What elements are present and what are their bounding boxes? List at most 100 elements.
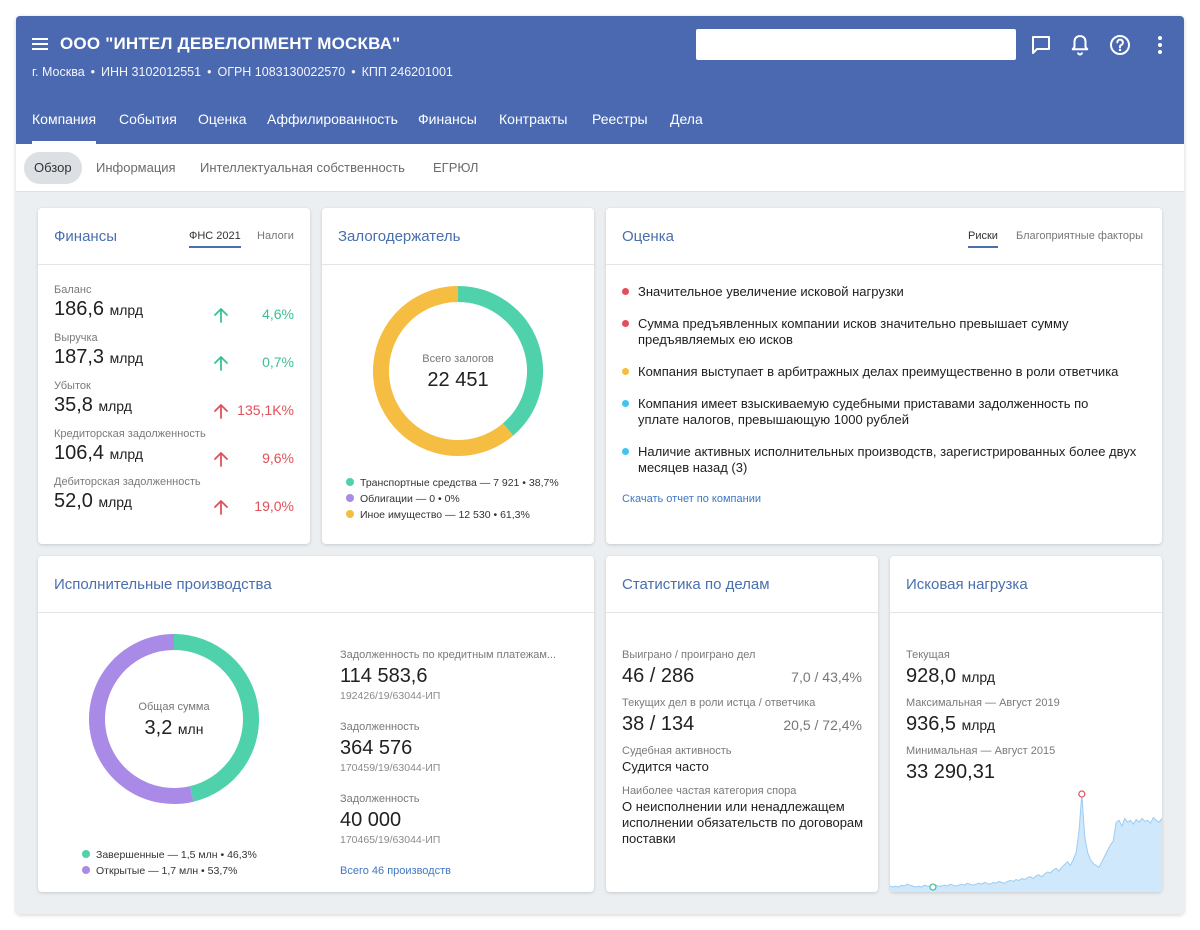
tab-favorable-factors[interactable]: Благоприятные факторы xyxy=(1016,230,1144,242)
donut-segment-completed xyxy=(173,634,259,802)
tab-fns-2021[interactable]: ФНС 2021 xyxy=(189,230,241,248)
claims-area-chart xyxy=(890,790,1162,892)
company-inn: ИНН 3102012551 xyxy=(101,65,202,79)
risk-item: Значительное увеличение исковой нагрузки xyxy=(622,284,1152,300)
chat-icon[interactable] xyxy=(1029,33,1053,57)
claims-min-value: 33 290,31 xyxy=(906,761,995,783)
finance-row-change: 19,0% xyxy=(254,498,294,514)
arrow-up-icon xyxy=(214,500,228,515)
category-value: О неисполнении или ненадлежащем исполнен… xyxy=(622,799,864,846)
company-ogrn: ОГРН 1083130022570 xyxy=(217,65,346,79)
tab-rating[interactable]: Оценка xyxy=(198,111,247,127)
claims-card: Исковая нагрузка Текущая 928,0 млрд Макс… xyxy=(890,556,1162,892)
enforcement-donut-chart xyxy=(89,634,259,804)
company-title: ООО "ИНТЕЛ ДЕВЕЛОПМЕНТ МОСКВА" xyxy=(60,34,401,53)
cases-title: Статистика по делам xyxy=(622,576,770,593)
claims-min-marker xyxy=(929,883,937,891)
enforcement-item-case: 170459/19/63044-ИП xyxy=(340,762,441,774)
enforcement-item-value: 40 000 xyxy=(340,809,402,831)
arrow-up-icon xyxy=(214,452,228,467)
all-enforcements-link[interactable]: Всего 46 производств xyxy=(340,865,451,877)
arrow-up-icon xyxy=(214,308,228,323)
finance-title: Финансы xyxy=(54,228,117,245)
risk-item: Компания имеет взыскиваемую судебными пр… xyxy=(622,396,1112,428)
download-report-link[interactable]: Скачать отчет по компании xyxy=(622,493,761,505)
pledge-card: Залогодержатель Всего залогов 22 451 Тра… xyxy=(322,208,594,544)
donut-segment-open xyxy=(89,634,194,804)
subtab-information[interactable]: Информация xyxy=(96,160,176,175)
enforcement-title: Исполнительные производства xyxy=(54,576,272,593)
company-city: г. Москва xyxy=(32,65,85,79)
enforcement-item-label: Задолженность xyxy=(340,793,420,805)
finance-row-change: 0,7% xyxy=(262,354,294,370)
pledge-center-value: 22 451 xyxy=(427,369,489,391)
menu-icon[interactable] xyxy=(32,38,48,50)
claims-current-label: Текущая xyxy=(906,649,950,661)
bell-icon[interactable] xyxy=(1068,33,1092,57)
finance-row-value: 186,6 млрд xyxy=(54,298,144,320)
won-lost-label: Выиграно / проиграно дел xyxy=(622,649,756,661)
app-window: ООО "ИНТЕЛ ДЕВЕЛОПМЕНТ МОСКВА" г. Москва… xyxy=(16,16,1184,914)
tab-risks[interactable]: Риски xyxy=(968,230,998,248)
tab-finance[interactable]: Финансы xyxy=(418,111,477,127)
finance-row-change: 135,1K% xyxy=(237,402,294,418)
subtab-egrul[interactable]: ЕГРЮЛ xyxy=(433,160,479,175)
legend-item: Облигации — 0 • 0% xyxy=(346,493,460,505)
finance-row-value: 52,0 млрд xyxy=(54,490,132,512)
tab-cases[interactable]: Дела xyxy=(670,111,703,127)
legend-item: Иное имущество — 12 530 • 61,3% xyxy=(346,509,530,521)
risk-item: Компания выступает в арбитражных делах п… xyxy=(622,364,1152,380)
enforcement-item-label: Задолженность по кредитным платежам... xyxy=(340,649,557,661)
pledge-title: Залогодержатель xyxy=(338,228,461,245)
claims-max-label: Максимальная — Август 2019 xyxy=(906,697,1060,709)
tab-events[interactable]: События xyxy=(119,111,177,127)
sub-navigation: Обзор Информация Интеллектуальная собств… xyxy=(16,144,1184,192)
legend-item: Транспортные средства — 7 921 • 38,7% xyxy=(346,477,559,489)
donut-segment-other-property xyxy=(373,286,514,456)
company-kpp: КПП 246201001 xyxy=(361,65,453,79)
tab-contracts[interactable]: Контракты xyxy=(499,111,568,127)
risk-item: Наличие активных исполнительных производ… xyxy=(622,444,1142,476)
finance-row-value: 106,4 млрд xyxy=(54,442,144,464)
rating-card: Оценка Риски Благоприятные факторы Значи… xyxy=(606,208,1162,544)
tab-taxes[interactable]: Налоги xyxy=(257,230,294,242)
finance-row-label: Выручка xyxy=(54,332,98,344)
search-input[interactable] xyxy=(696,29,1016,60)
tab-registries[interactable]: Реестры xyxy=(592,111,648,127)
enforcement-item-label: Задолженность xyxy=(340,721,420,733)
cases-stats-card: Статистика по делам Выиграно / проиграно… xyxy=(606,556,878,892)
claims-title: Исковая нагрузка xyxy=(906,576,1028,593)
claims-max-value: 936,5 млрд xyxy=(906,713,996,735)
enforcement-item-value: 364 576 xyxy=(340,737,413,759)
tab-affiliation[interactable]: Аффилированность xyxy=(267,111,398,127)
arrow-up-icon xyxy=(214,404,228,419)
arrow-up-icon xyxy=(214,356,228,371)
finance-row-label: Кредиторская задолженность xyxy=(54,428,206,440)
category-label: Наиболее частая категория спора xyxy=(622,785,797,797)
legend-item: Завершенные — 1,5 млн • 46,3% xyxy=(82,849,257,861)
legend-item: Открытые — 1,7 млн • 53,7% xyxy=(82,865,237,877)
help-icon[interactable] xyxy=(1108,33,1132,57)
activity-label: Судебная активность xyxy=(622,745,732,757)
claims-min-label: Минимальная — Август 2015 xyxy=(906,745,1056,757)
enforcement-center-label: Общая сумма xyxy=(138,701,210,713)
claims-area xyxy=(890,794,1162,892)
subtab-intellectual-property[interactable]: Интеллектуальная собственность xyxy=(200,160,405,175)
company-meta: г. Москва • ИНН 3102012551 • ОГРН 1083130022… xyxy=(32,65,453,79)
activity-value: Судится часто xyxy=(622,759,709,774)
subtab-overview[interactable]: Обзор xyxy=(24,152,82,184)
role-label: Текущих дел в роли истца / ответчика xyxy=(622,697,816,709)
tab-company[interactable]: Компания xyxy=(32,104,97,144)
finance-row-value: 187,3 млрд xyxy=(54,346,144,368)
risk-item: Сумма предъявленных компании исков значи… xyxy=(622,316,1122,348)
finance-row-label: Баланс xyxy=(54,284,92,296)
claims-current-value: 928,0 млрд xyxy=(906,665,996,687)
claims-max-marker xyxy=(1078,790,1086,798)
more-vert-icon[interactable] xyxy=(1148,33,1172,57)
enforcement-center-value: 3,2 млн xyxy=(144,717,204,739)
enforcement-card: Исполнительные производства Общая сумма … xyxy=(38,556,594,892)
pledge-center-label: Всего залогов xyxy=(422,353,494,365)
enforcement-item-case: 170465/19/63044-ИП xyxy=(340,834,441,846)
finance-card: Финансы ФНС 2021 Налоги Баланс 186,6 млрд… xyxy=(38,208,310,544)
enforcement-item-value: 114 583,6 xyxy=(340,665,428,687)
